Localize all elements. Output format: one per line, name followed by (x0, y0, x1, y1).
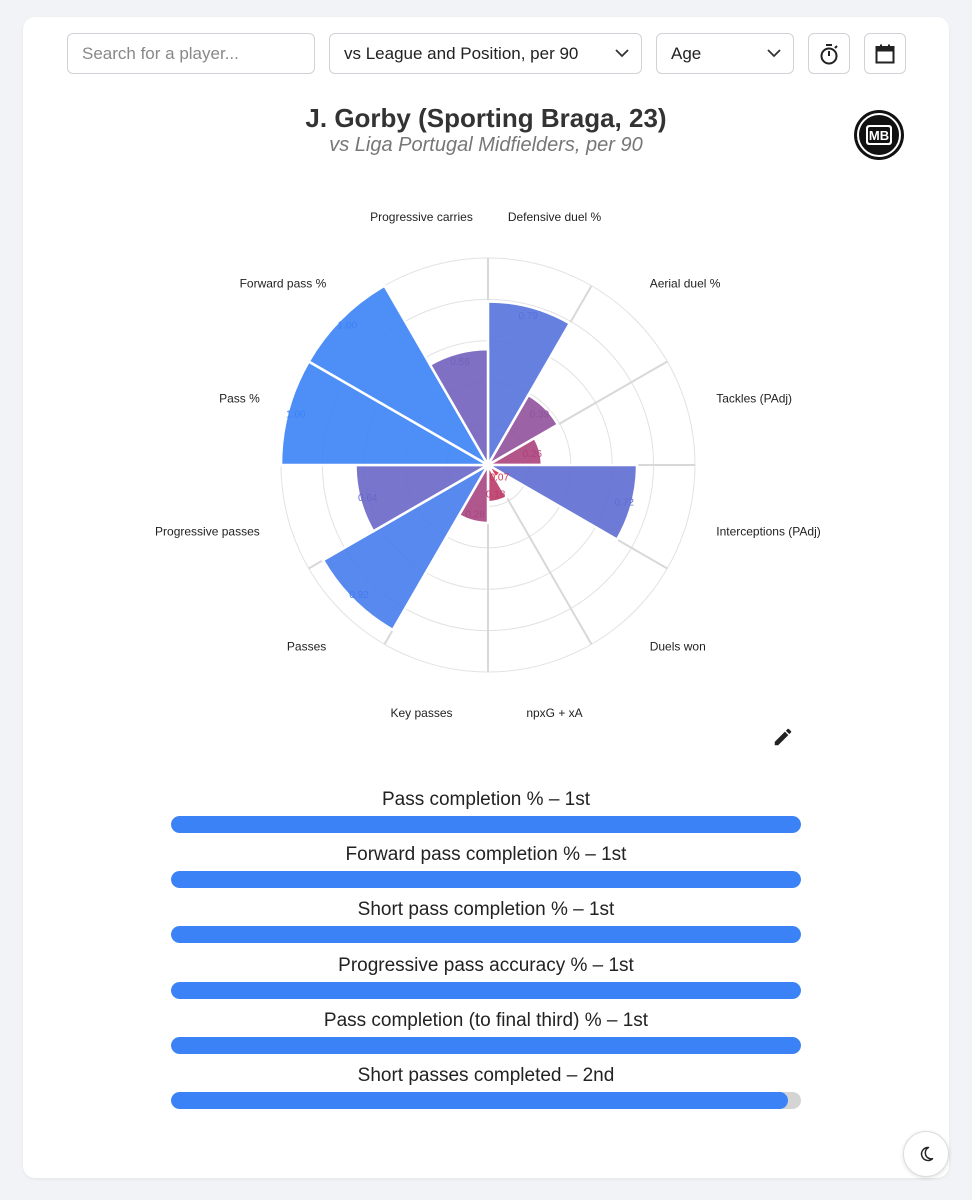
percentile-track (171, 981, 801, 999)
dark-mode-toggle[interactable] (903, 1131, 949, 1177)
percentile-item: Progressive pass accuracy % – 1st (171, 954, 801, 1009)
age-select-value: Age (671, 43, 702, 63)
category-label: Pass % (219, 391, 260, 405)
percentile-item: Pass completion (to final third) % – 1st (171, 1009, 801, 1064)
page-subtitle: vs Liga Portugal Midfielders, per 90 (329, 134, 643, 156)
chart-wedge (279, 359, 493, 467)
chart-wedge (483, 463, 639, 542)
timer-button[interactable] (808, 33, 850, 74)
percentile-fill (171, 1091, 789, 1109)
value-label: 0.92 (349, 590, 369, 601)
percentile-fill (171, 926, 801, 944)
percentile-fill (171, 871, 801, 889)
category-label: Defensive duel % (508, 210, 602, 224)
percentile-track (171, 926, 801, 944)
percentile-label: Short passes completed – 2nd (357, 1064, 615, 1086)
percentile-item: Forward pass completion % – 1st (171, 843, 801, 898)
percentile-track (171, 1036, 801, 1054)
calendar-button[interactable] (864, 33, 906, 74)
category-label: Forward pass % (240, 276, 327, 290)
percentile-fill (171, 816, 801, 833)
percentile-track (171, 816, 801, 833)
percentile-track (171, 1091, 801, 1109)
percentile-label: Pass completion % – 1st (381, 789, 591, 810)
moon-icon (920, 1146, 934, 1162)
value-label: 0.72 (614, 498, 634, 509)
player-search-input[interactable]: Search for a player... (67, 33, 315, 74)
chart-wedge (484, 393, 560, 469)
value-label: 0.39 (530, 410, 550, 421)
percentile-fill (171, 1036, 801, 1054)
comparison-select[interactable]: vs League and Position, per 90 (329, 33, 642, 74)
pencil-icon[interactable] (772, 726, 794, 748)
category-label: Aerial duel % (650, 276, 721, 290)
chevron-down-icon (767, 49, 781, 58)
polar-chart: 0.79 0.39 0.26 0.72 0.07 0.180.28 0.92 0.64 1.00… (155, 210, 821, 720)
value-label: 0.28 (465, 509, 485, 520)
chevron-down-icon (615, 49, 629, 58)
category-label: npxG + xA (526, 706, 582, 720)
calendar-icon (875, 44, 895, 63)
logo-text: MB (869, 128, 889, 143)
percentile-track (171, 871, 801, 889)
percentile-item: Pass completion % – 1st (171, 788, 801, 843)
percentile-fill (171, 981, 801, 999)
category-label: Progressive passes (155, 525, 260, 539)
percentile-item: Short passes completed – 2nd (171, 1064, 801, 1119)
percentile-label: Forward pass completion % – 1st (345, 844, 627, 866)
brand-logo: MB (854, 110, 904, 160)
percentile-label: Short pass completion % – 1st (357, 899, 615, 921)
page-title: J. Gorby (Sporting Braga, 23) (305, 103, 667, 133)
value-label: 1.00 (338, 320, 358, 331)
percentile-label: Pass completion (to final third) % – 1st (323, 1009, 649, 1031)
value-label: 0.56 (450, 357, 470, 368)
chart-wedge (486, 300, 572, 470)
value-label: 0.26 (523, 449, 543, 460)
value-label: 0.79 (519, 311, 539, 322)
value-label: 0.64 (358, 493, 378, 504)
stopwatch-icon (820, 43, 838, 64)
chart-wedge (428, 347, 490, 470)
category-label: Passes (287, 640, 326, 654)
age-select[interactable]: Age (656, 33, 794, 74)
category-label: Interceptions (PAdj) (716, 525, 821, 539)
value-label: 0.07 (490, 472, 510, 483)
search-placeholder: Search for a player... (82, 43, 239, 63)
category-label: Key passes (390, 706, 452, 720)
chart-wedge (321, 461, 492, 632)
percentile-label: Progressive pass accuracy % – 1st (338, 954, 634, 976)
comparison-select-value: vs League and Position, per 90 (344, 43, 579, 63)
category-label: Progressive carries (370, 210, 473, 224)
chart-wedge (307, 284, 492, 469)
value-label: 0.18 (486, 489, 506, 500)
percentile-bars: Pass completion % – 1st Forward pass com… (171, 788, 801, 1119)
category-label: Duels won (650, 640, 706, 654)
value-label: 1.00 (286, 409, 306, 420)
category-label: Tackles (PAdj) (716, 391, 792, 405)
percentile-item: Short pass completion % – 1st (171, 898, 801, 953)
